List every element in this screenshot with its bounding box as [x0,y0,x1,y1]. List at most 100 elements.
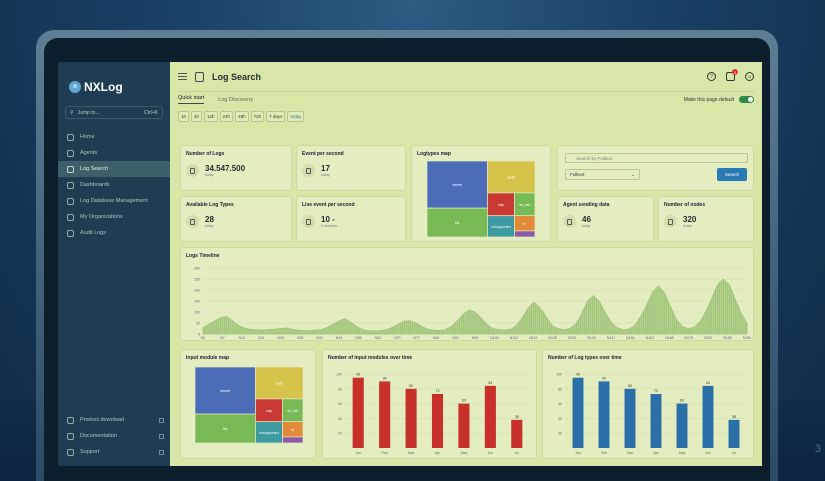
range-12h[interactable]: 12h [204,111,218,122]
tab-log-discovery[interactable]: Log Discovery [218,96,254,103]
range-72h[interactable]: 72h [250,111,265,122]
x-tick-label: N105 [490,336,498,340]
bar [352,377,364,448]
x-tick-label: N112 [510,336,518,340]
metric-value: 46 [582,215,591,224]
sidebar-item-organizations[interactable]: My Organizations [58,209,170,225]
search-type-select[interactable]: Fulltext ⌄ [565,169,640,180]
default-page-toggle[interactable] [739,96,754,103]
metric-value: 10 - [321,215,335,224]
range-1h[interactable]: 1h [178,111,190,122]
treemap-label: kernel [220,389,230,393]
treemap-label: im_ssh [519,203,530,207]
bar [458,403,470,448]
y-tick-label: 80 [558,387,562,391]
sidebar-item-dashboards[interactable]: Dashboards [58,177,170,193]
y-tick-label: 100 [336,373,342,377]
document-icon [67,432,74,440]
range-7-days[interactable]: 7 days [266,111,286,122]
bar [405,388,417,448]
x-tick-label: N119 [529,336,537,340]
select-value: Fulltext [570,172,585,177]
tab-bar: Quick start Log Discovery Make this page… [178,92,754,107]
sidebar-item-label: My Organizations [80,214,123,220]
organization-icon [67,213,74,221]
data-label: 60 [462,399,466,403]
range-4h[interactable]: 4h [191,111,203,122]
search-button[interactable]: Search [717,168,747,181]
x-tick-label: Jan [575,451,581,455]
x-tick-label: N182 [704,336,712,340]
x-tick-label: N0 [201,336,206,340]
y-tick-label: 200 [194,289,200,293]
x-tick-label: N189 [723,336,731,340]
user-icon[interactable]: ☺ [745,72,754,81]
x-tick-label: Mar [408,451,415,455]
x-tick-label: Jul [515,451,520,455]
document-icon [302,164,315,177]
y-tick-label: 100 [556,373,562,377]
tab-quick-start[interactable]: Quick start [178,95,205,104]
logo[interactable]: n NXLog [58,62,170,98]
nxlog-logo-icon: n [69,81,81,93]
range-48h[interactable]: 48h [235,111,249,122]
data-label: 84 [488,381,492,385]
bar [598,381,610,448]
live-icon [302,215,315,228]
sidebar-item-log-search[interactable]: Log Search [58,161,170,177]
sidebar-item-agents[interactable]: Agents [58,145,170,161]
sidebar-item-product-download[interactable]: Product download [58,412,170,428]
y-tick-label: 20 [558,432,562,436]
card-title: Number of Log types over time [548,355,622,361]
sidebar-item-log-database[interactable]: Log Database Management [58,193,170,209]
y-tick-label: 40 [558,417,562,421]
bar [431,393,444,448]
agents-icon [67,149,74,157]
treemap-label: fs [523,222,526,226]
help-icon[interactable]: ? [707,72,716,81]
metric-value: 28 [205,215,214,224]
sidebar-item-label: Audit Logs [80,230,106,236]
sidebar-item-documentation[interactable]: Documentation [58,428,170,444]
database-icon [67,197,74,205]
metric-value: 34.547.500 [205,164,246,173]
treemap-label: im_ssh [287,409,298,413]
fulltext-search-input[interactable]: Search by Fulltext [565,153,748,163]
x-tick-label: Feb [382,451,388,455]
menu-icon[interactable] [178,73,187,80]
metric-subtext: today [683,224,692,228]
time-range-selector: 1h 4h 12h 24h 48h 72h 7 days today [178,111,754,122]
app-screen: n NXLog ⚲ Jump to... Ctrl+K Home Agents … [58,62,762,466]
jump-to-search[interactable]: ⚲ Jump to... Ctrl+K [65,106,163,119]
sidebar-item-label: Home [80,134,95,140]
range-24h[interactable]: 24h [219,111,234,122]
bar [379,381,391,448]
sidebar-item-support[interactable]: Support [58,444,170,460]
x-tick-label: N35 [297,336,303,340]
x-tick-label: Jun [705,451,711,455]
support-icon [67,448,74,456]
y-tick-label: 40 [338,417,342,421]
treemap-label: unsupported [259,431,279,435]
notification-icon[interactable]: 1 [726,69,738,81]
treemap-label: kernel [452,183,462,187]
x-tick-label: N63 [375,336,381,340]
bar [728,419,740,448]
sidebar-item-home[interactable]: Home [58,129,170,145]
available-log-types-card: Available Log Types 28 today [180,196,292,242]
log-types-bar-chart: 20 40 60 80 100 95 Jan 90 Feb 80 Mar 73 Apr 60 May 84 Ju… [556,373,747,455]
home-icon [67,133,74,141]
x-tick-label: N168 [665,336,673,340]
sidebar: n NXLog ⚲ Jump to... Ctrl+K Home Agents … [58,62,170,466]
sidebar-item-audit-logs[interactable]: Audit Logs [58,225,170,241]
range-today[interactable]: today [287,111,305,122]
card-title: Event per second [302,151,344,157]
x-tick-label: Mar [627,451,634,455]
chevron-down-icon: ⌄ [631,171,635,177]
x-tick-label: N147 [607,336,615,340]
treemap-label: audit [507,175,515,179]
x-tick-label: N56 [355,336,361,340]
data-label: 80 [628,384,632,388]
sidebar-item-label: Log Search [80,166,109,172]
x-tick-label: N161 [646,336,654,340]
